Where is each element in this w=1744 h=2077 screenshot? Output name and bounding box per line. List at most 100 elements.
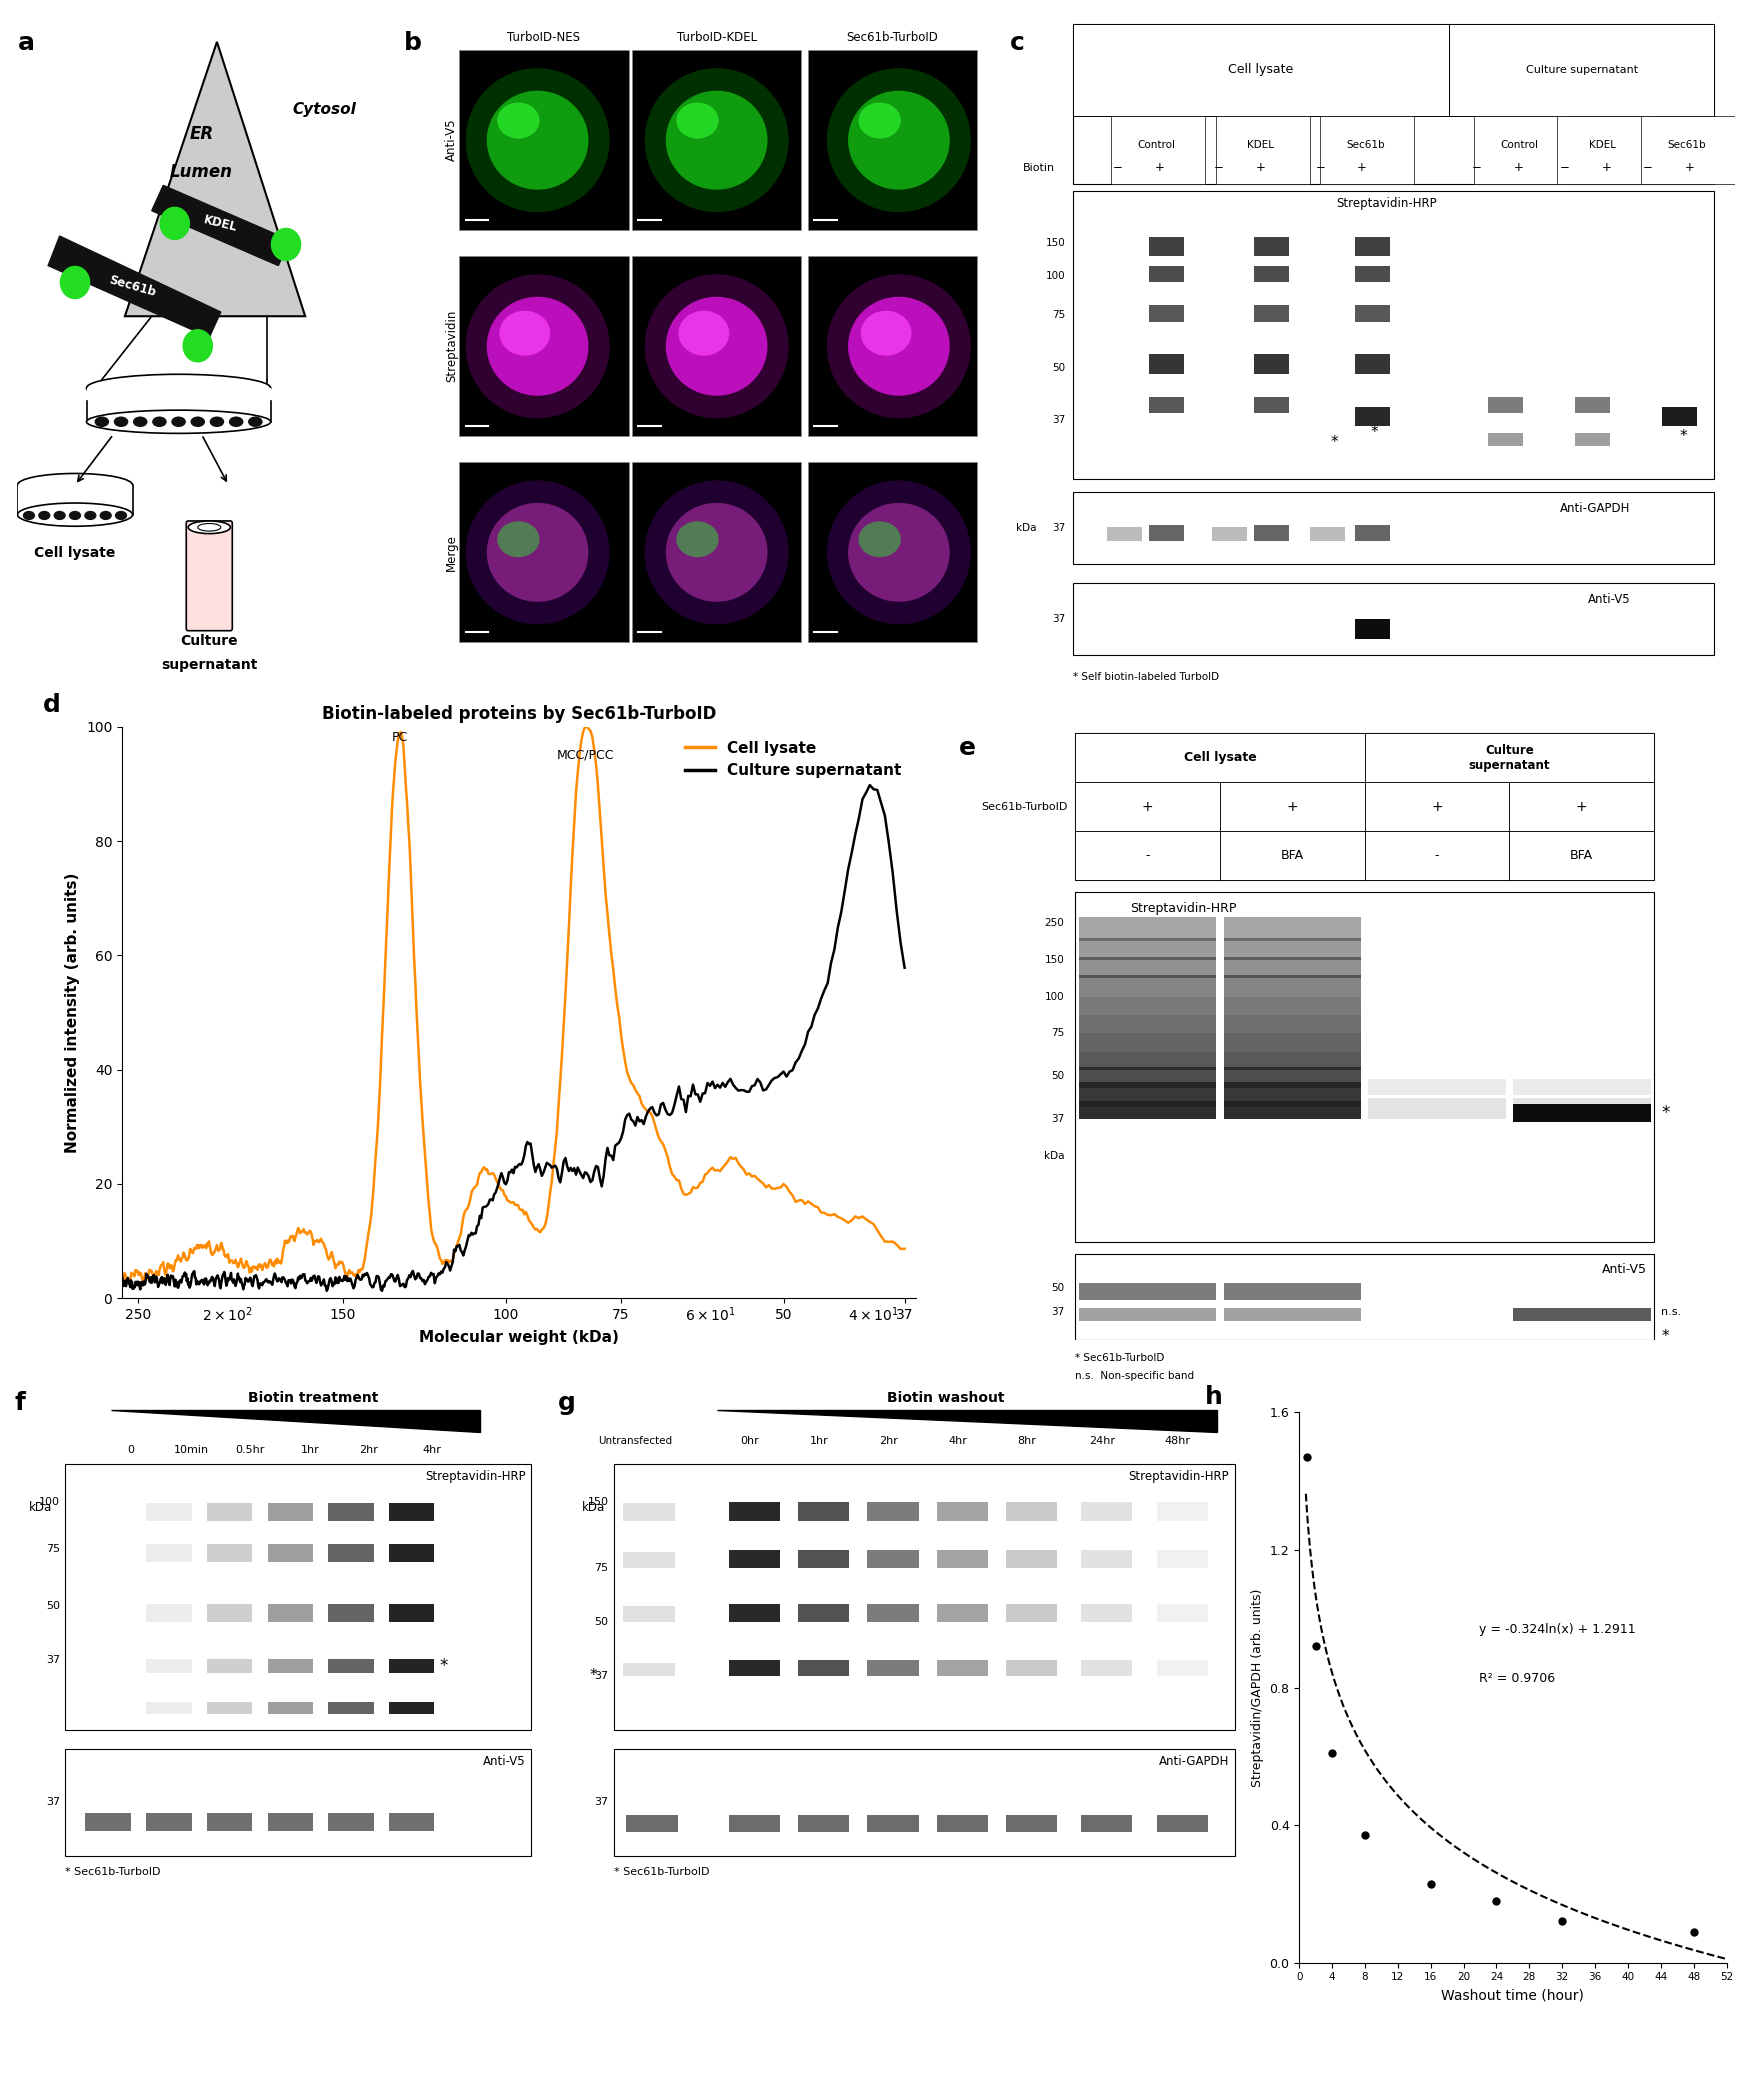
Bar — [267, 1543, 314, 1562]
Bar — [1073, 25, 1449, 116]
Bar — [631, 463, 800, 642]
Polygon shape — [152, 185, 290, 266]
Bar — [267, 1813, 314, 1832]
Bar — [389, 1813, 434, 1832]
Ellipse shape — [87, 409, 270, 434]
Bar — [937, 1815, 987, 1832]
Ellipse shape — [666, 91, 767, 189]
Bar — [1073, 191, 1714, 478]
Text: −: − — [1472, 162, 1482, 174]
Text: TurboID-KDEL: TurboID-KDEL — [677, 31, 757, 44]
Bar — [459, 463, 628, 642]
Bar — [1355, 237, 1390, 255]
Text: Sec61b-TurboID: Sec61b-TurboID — [982, 802, 1067, 812]
Bar — [267, 1504, 314, 1520]
Polygon shape — [126, 42, 305, 316]
Point — [1549, 1905, 1577, 1938]
Bar — [1080, 957, 1216, 978]
Ellipse shape — [466, 480, 610, 625]
Bar — [65, 1464, 530, 1730]
Text: *: * — [1662, 1329, 1669, 1344]
Text: 8hr: 8hr — [1017, 1437, 1036, 1446]
Text: 37: 37 — [1052, 1113, 1064, 1124]
Bar — [1149, 237, 1184, 255]
X-axis label: Washout time (hour): Washout time (hour) — [1442, 1988, 1584, 2002]
Bar — [729, 1603, 780, 1622]
Text: 50: 50 — [1052, 1072, 1064, 1082]
Bar — [1366, 783, 1510, 831]
Text: Anti-V5: Anti-V5 — [483, 1755, 525, 1768]
Text: -: - — [1435, 849, 1439, 862]
Text: Streptavidin-HRP: Streptavidin-HRP — [1128, 1471, 1230, 1483]
Bar — [328, 1603, 373, 1622]
Text: 0hr: 0hr — [741, 1437, 759, 1446]
Text: 37: 37 — [1052, 415, 1066, 426]
Point — [1301, 1630, 1329, 1664]
Bar — [1310, 525, 1345, 540]
Bar — [631, 255, 800, 436]
Text: *: * — [439, 1657, 448, 1676]
Ellipse shape — [862, 312, 912, 355]
Text: Biotin treatment: Biotin treatment — [248, 1392, 378, 1404]
Text: Streptavidin-HRP: Streptavidin-HRP — [1130, 901, 1236, 914]
Ellipse shape — [152, 417, 167, 428]
Ellipse shape — [94, 417, 110, 428]
Text: Sec61b-TurboID: Sec61b-TurboID — [846, 31, 938, 44]
Ellipse shape — [487, 503, 588, 602]
Bar — [1080, 1034, 1216, 1051]
Bar — [1575, 397, 1610, 413]
Text: 50: 50 — [1052, 363, 1066, 372]
Text: +: + — [1357, 162, 1367, 174]
Bar — [1224, 974, 1360, 997]
Text: BFA: BFA — [1280, 849, 1305, 862]
Bar — [208, 1660, 253, 1672]
Bar — [1355, 355, 1390, 374]
Bar — [1074, 733, 1653, 881]
Bar — [1080, 1051, 1216, 1070]
Bar — [1224, 916, 1360, 941]
Ellipse shape — [84, 511, 96, 519]
Text: R² = 0.9706: R² = 0.9706 — [1479, 1672, 1556, 1684]
Ellipse shape — [466, 274, 610, 417]
Bar — [1224, 1034, 1360, 1051]
Text: 2hr: 2hr — [359, 1446, 378, 1454]
Text: c: c — [1010, 31, 1025, 54]
Bar — [1006, 1549, 1057, 1568]
Text: +: + — [1601, 162, 1611, 174]
Bar — [1074, 783, 1221, 831]
Text: Cell lysate: Cell lysate — [35, 546, 115, 561]
Bar — [1474, 116, 1568, 185]
Text: kDa: kDa — [30, 1502, 52, 1514]
Text: Anti-GAPDH: Anti-GAPDH — [1561, 503, 1631, 515]
Bar — [614, 1464, 1235, 1730]
Circle shape — [272, 228, 300, 260]
Bar — [1224, 1284, 1360, 1300]
Point — [1318, 1736, 1346, 1770]
Bar — [1080, 1068, 1216, 1088]
Bar — [1156, 1502, 1209, 1520]
Bar — [1366, 831, 1510, 881]
Ellipse shape — [677, 521, 719, 557]
Bar — [1320, 116, 1414, 185]
Text: MCC/PCC: MCC/PCC — [556, 748, 614, 760]
Bar — [1449, 25, 1714, 116]
Bar — [867, 1549, 919, 1568]
Text: Sec61b: Sec61b — [108, 274, 157, 299]
Bar — [937, 1549, 987, 1568]
Bar — [799, 1815, 849, 1832]
Text: *: * — [1331, 436, 1338, 451]
Ellipse shape — [248, 417, 263, 428]
Bar — [1224, 939, 1360, 960]
Text: Cell lysate: Cell lysate — [1228, 62, 1294, 77]
Bar — [208, 1543, 253, 1562]
Ellipse shape — [188, 521, 230, 534]
Text: +: + — [1155, 162, 1165, 174]
Bar — [1080, 939, 1216, 960]
Text: Lumen: Lumen — [171, 162, 234, 181]
Bar — [1081, 1549, 1132, 1568]
Bar — [459, 255, 628, 436]
Bar — [1355, 407, 1390, 426]
Ellipse shape — [848, 297, 950, 397]
Ellipse shape — [827, 480, 971, 625]
Text: +: + — [1514, 162, 1524, 174]
